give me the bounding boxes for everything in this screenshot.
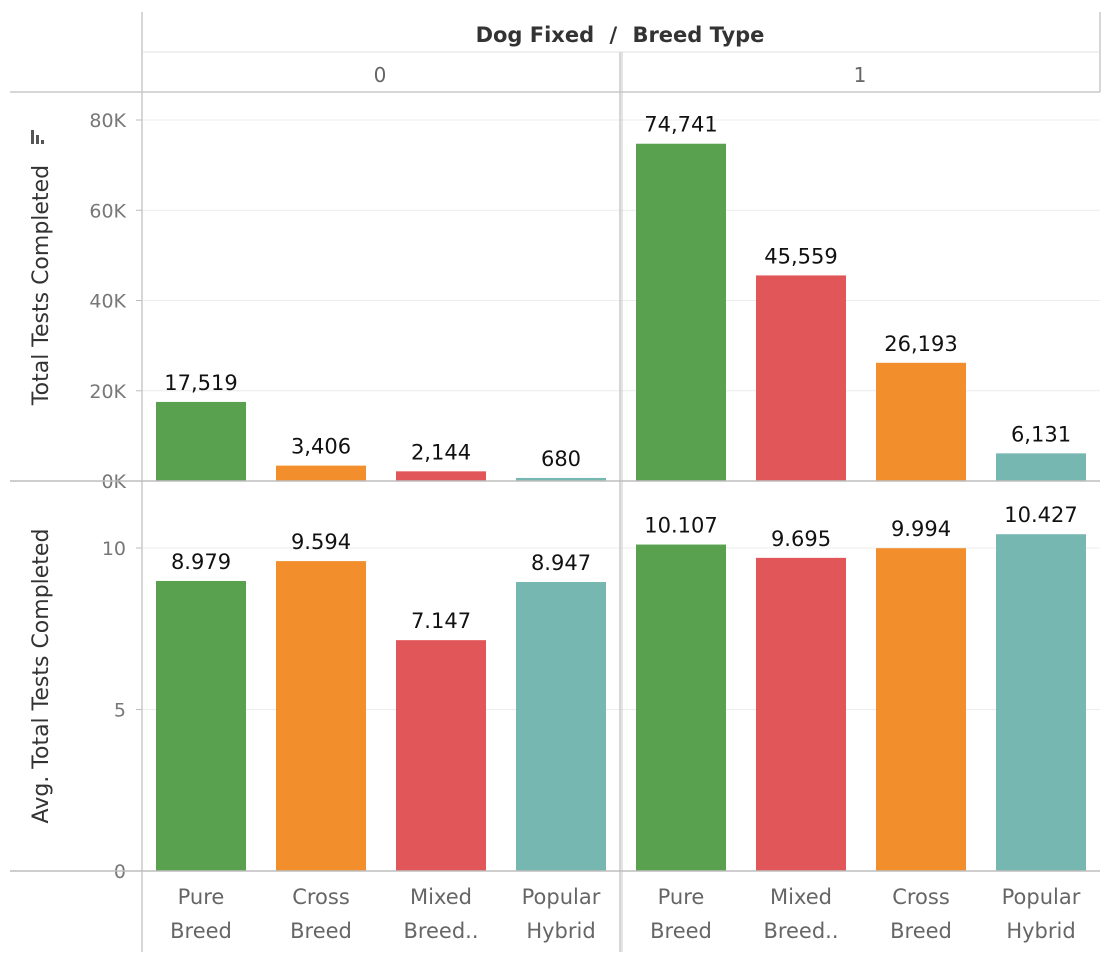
x-category-label: Popular: [1002, 885, 1081, 909]
bar[interactable]: [756, 557, 846, 871]
x-category-label: Pure: [658, 885, 705, 909]
bar[interactable]: [876, 362, 966, 481]
bar[interactable]: [396, 640, 486, 871]
header-title-right: Breed Type: [632, 23, 764, 47]
bar[interactable]: [756, 275, 846, 481]
data-label: 3,406: [291, 435, 351, 459]
bar[interactable]: [876, 548, 966, 871]
bar[interactable]: [516, 477, 606, 481]
x-category-label: Breed..: [403, 919, 478, 943]
bar[interactable]: [276, 561, 366, 871]
frame-lines: [10, 12, 1101, 952]
x-category-label: Mixed: [410, 885, 472, 909]
header-title-separator: /: [609, 23, 617, 47]
x-category-label: Popular: [522, 885, 601, 909]
bar[interactable]: [156, 401, 246, 481]
x-category-label: Breed: [890, 919, 952, 943]
bars: [156, 143, 1086, 871]
data-label: 8.947: [531, 551, 591, 575]
data-label: 680: [541, 447, 581, 471]
bar[interactable]: [276, 465, 366, 481]
data-label: 7.147: [411, 609, 471, 633]
data-label: 9.695: [771, 527, 831, 551]
x-category-label: Mixed: [770, 885, 832, 909]
x-category-label: Hybrid: [526, 919, 595, 943]
data-label: 45,559: [764, 244, 837, 268]
y-tick-label: 5: [114, 700, 126, 722]
data-label: 74,741: [644, 113, 717, 137]
y-tick-label: 20K: [89, 381, 126, 403]
y-axis-label-avg: Avg. Total Tests Completed: [29, 529, 54, 824]
data-label: 2,144: [411, 440, 471, 464]
x-category-label: Cross: [292, 885, 350, 909]
y-tick-label: 60K: [89, 200, 126, 222]
data-label: 10.107: [644, 514, 717, 538]
header-title-left: Dog Fixed: [476, 23, 595, 47]
bar[interactable]: [396, 471, 486, 481]
bar[interactable]: [636, 544, 726, 871]
x-categories: Pure Breed Cross Breed Mixed Breed.. Popular Hy…: [170, 885, 1081, 943]
x-category-label: Hybrid: [1006, 919, 1075, 943]
y-tick-label: 0: [114, 861, 126, 883]
panel-header-1: 1: [854, 63, 867, 87]
panel-header-0: 0: [374, 63, 387, 87]
data-labels: 17,519 3,406 2,144 680 74,741 45,559 26,193 6,1…: [164, 113, 1077, 633]
data-label: 17,519: [164, 371, 237, 395]
bar[interactable]: [516, 582, 606, 871]
x-category-label: Breed: [650, 919, 712, 943]
bar[interactable]: [996, 534, 1086, 871]
data-label: 26,193: [884, 332, 957, 356]
data-label: 9.594: [291, 530, 351, 554]
data-label: 8.979: [171, 550, 231, 574]
x-category-label: Breed: [290, 919, 352, 943]
data-label: 6,131: [1011, 422, 1071, 446]
y-tick-label: 10: [102, 538, 126, 560]
y-axis-label-total: Total Tests Completed: [29, 165, 54, 406]
x-category-label: Pure: [178, 885, 225, 909]
data-label: 10.427: [1004, 503, 1077, 527]
x-category-label: Breed: [170, 919, 232, 943]
bar[interactable]: [636, 143, 726, 481]
bar[interactable]: [156, 580, 246, 871]
y-tick-label: 80K: [89, 110, 126, 132]
y-tick-label: 0K: [101, 471, 126, 493]
x-category-label: Breed..: [763, 919, 838, 943]
y-tick-label: 40K: [89, 291, 126, 313]
data-label: 9.994: [891, 517, 951, 541]
bar[interactable]: [996, 453, 1086, 481]
sort-icon[interactable]: [31, 130, 44, 144]
x-category-label: Cross: [892, 885, 950, 909]
header-title: Dog Fixed / Breed Type: [476, 23, 765, 47]
y-ticks: 0K 20K 40K 60K 80K 0 5 10: [89, 110, 142, 883]
